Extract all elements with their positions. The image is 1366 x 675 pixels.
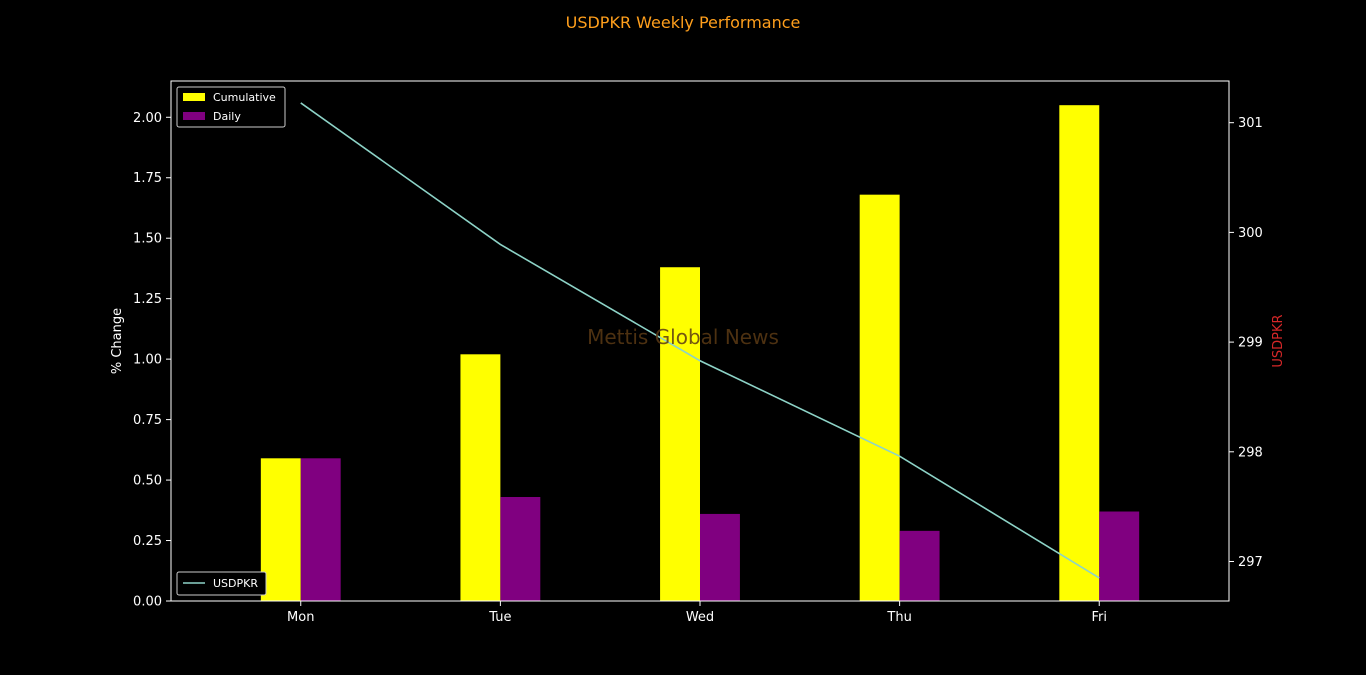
bar-daily-mon [300,458,341,601]
y-tick-label-left: 0.25 [133,534,162,549]
x-tick-label: Thu [886,610,911,625]
legend-line: USDPKR [176,571,267,596]
y-tick-label-left: 0.50 [133,474,162,489]
x-axis: Mon Tue Wed Thu Fri [287,601,1107,625]
bar-daily-thu [899,530,940,601]
bar-daily-wed [700,513,740,601]
bar-cumulative-wed [660,267,700,601]
chart-title: USDPKR Weekly Performance [566,13,801,32]
y-tick-label-left: 1.00 [133,353,162,368]
bar-daily-tue [500,497,541,601]
legend-bars: Cumulative Daily [176,86,286,128]
y-axis-left: 0.00 0.25 0.50 0.75 1.00 1.25 1.50 1.75 2.00 [133,111,171,610]
y-tick-label-left: 0.75 [133,413,162,428]
usdpkr-line [300,102,1100,579]
x-tick-label: Wed [686,610,714,625]
y-axis-label-right: USDPKR [1271,314,1286,367]
y-axis-right: 297 298 299 300 301 [1229,116,1263,570]
y-tick-label-right: 298 [1238,445,1263,460]
y-tick-label-left: 1.25 [133,292,162,307]
x-tick-label: Mon [287,610,314,625]
y-tick-label-left: 0.00 [133,595,162,610]
y-tick-label-right: 299 [1238,336,1263,351]
bar-daily-fri [1099,511,1140,601]
watermark: Mettis Global News [587,325,779,349]
y-tick-label-left: 1.75 [133,171,162,186]
bar-cumulative-tue [460,354,501,601]
legend-swatch-cumulative [183,93,205,101]
line-group [300,102,1100,579]
bar-cumulative-thu [859,194,900,601]
y-tick-label-right: 297 [1238,555,1263,570]
y-tick-label-right: 301 [1238,116,1263,131]
legend-swatch-daily [183,112,205,120]
bars-group [260,105,1140,602]
y-axis-label-left: % Change [110,308,125,374]
x-tick-label: Fri [1091,610,1107,625]
bar-cumulative-mon [260,458,301,601]
y-tick-label-left: 1.50 [133,232,162,247]
legend-line-frame [176,571,267,596]
y-tick-label-left: 2.00 [133,111,162,126]
legend-label-usdpkr: USDPKR [213,577,258,590]
legend-label-cumulative: Cumulative [213,91,276,104]
x-tick-label: Tue [488,610,511,625]
bar-cumulative-fri [1059,105,1100,602]
y-tick-label-right: 300 [1238,226,1263,241]
legend-label-daily: Daily [213,110,241,123]
